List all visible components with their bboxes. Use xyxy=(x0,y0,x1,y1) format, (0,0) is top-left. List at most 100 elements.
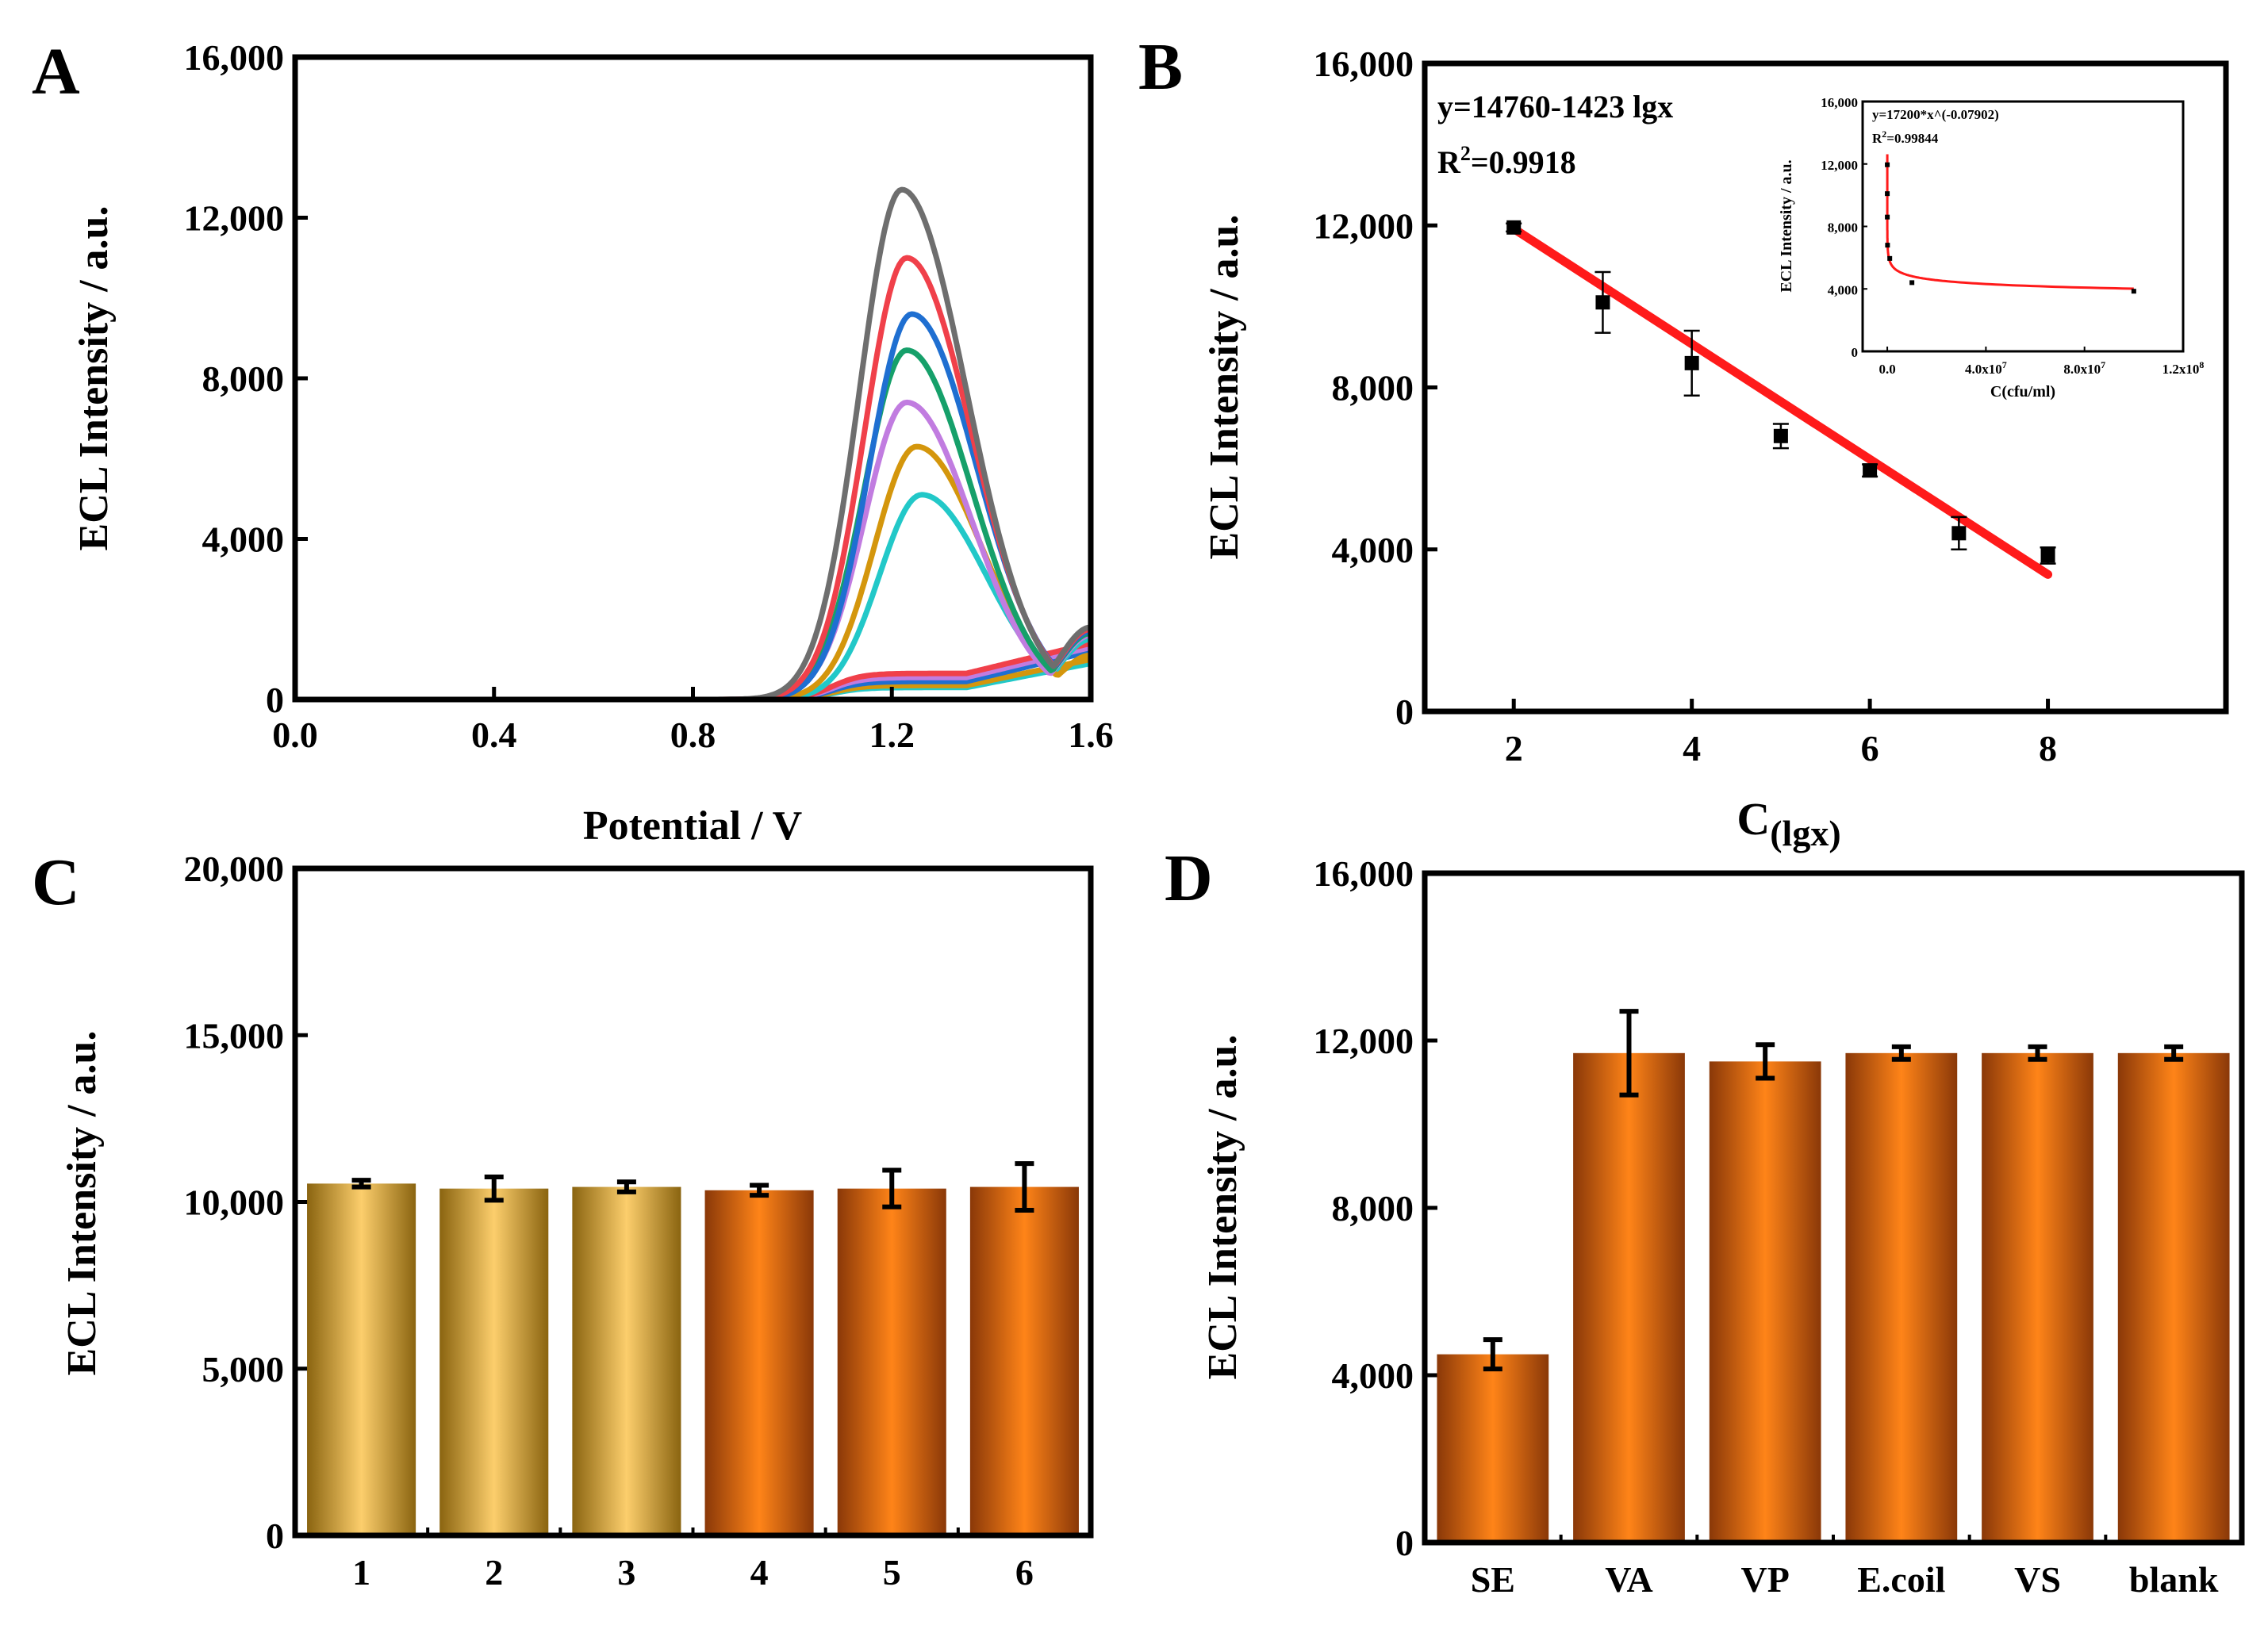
inset-fit-curve xyxy=(1886,154,2134,290)
panel-b-data-point xyxy=(1773,428,1788,443)
panel-b-data-point xyxy=(2040,548,2055,563)
panel-b-x-axis: 2 4 6 8 xyxy=(1505,699,2057,769)
panel-c-y-axis: 0 5,000 10,000 15,000 20,000 xyxy=(184,849,308,1556)
inset-data-point xyxy=(1909,280,1915,286)
panel-c-plot-frame xyxy=(292,865,1094,1539)
panel-b-data-point xyxy=(1863,463,1878,478)
panel-b-y-tick-label: 0 xyxy=(1395,692,1414,732)
panel-a-y-tick-label: 4,000 xyxy=(202,519,285,560)
panel-d-bar xyxy=(1845,1052,1958,1543)
panel-a-plot-frame xyxy=(292,54,1094,703)
panel-a-x-tick-label: 1.6 xyxy=(1068,715,1114,755)
panel-b-data-point xyxy=(1506,220,1522,235)
panel-b: 0 4,000 8,000 12,000 16,000 2 4 6 8 y=14760-142… xyxy=(1202,44,2229,853)
panel-b-y-axis: 0 4,000 8,000 12,000 16,000 xyxy=(1314,44,1437,732)
panel-letter-d: D xyxy=(1165,841,1213,915)
inset-y-tick-label: 16,000 xyxy=(1821,95,1858,110)
panel-d-bar xyxy=(1709,1061,1821,1543)
inset-y-tick-label: 8,000 xyxy=(1828,220,1858,236)
inset-data-point xyxy=(1885,191,1890,197)
panel-d-category-label: VP xyxy=(1741,1559,1790,1600)
inset-equation: y=17200*x^(-0.07902) xyxy=(1872,107,1999,122)
panel-a-y-tick-label: 12,000 xyxy=(184,198,285,239)
panel-b-x-tick-label: 6 xyxy=(1861,728,1879,769)
panel-a-x-tick-label: 0.0 xyxy=(272,715,318,755)
panel-d-y-tick-label: 4,000 xyxy=(1332,1355,1414,1396)
panel-c-category-label: 2 xyxy=(485,1552,503,1593)
panel-c-y-tick-label: 15,000 xyxy=(184,1015,285,1056)
panel-c-y-tick-label: 0 xyxy=(266,1516,284,1556)
panel-b-y-axis-title: ECL Intensity / a.u. xyxy=(1202,215,1247,560)
panel-a-y-axis: 0 4,000 8,000 12,000 16,000 xyxy=(184,37,308,720)
panel-c: 0 5,000 10,000 15,000 20,000 1 2 3 4 5 6 ECL Inte… xyxy=(59,849,1094,1593)
panel-c-y-tick-label: 5,000 xyxy=(202,1349,285,1389)
panel-letter-c: C xyxy=(32,845,80,919)
inset-x-tick-label: 1.2x108 xyxy=(2162,359,2205,377)
panel-a-x-tick-label: 0.4 xyxy=(471,715,517,755)
inset-r-squared: R2=0.99844 xyxy=(1872,128,1939,146)
inset-data-point xyxy=(1885,243,1890,248)
panel-c-bars: 1 2 3 4 5 6 xyxy=(307,1161,1079,1593)
panel-c-category-label: 4 xyxy=(750,1552,769,1593)
inset-data-point xyxy=(2131,289,2136,294)
panel-a-x-tick-label: 1.2 xyxy=(869,715,915,755)
panel-b-x-tick-label: 4 xyxy=(1683,728,1701,769)
panel-a-y-tick-label: 8,000 xyxy=(202,358,285,399)
panel-c-y-tick-label: 20,000 xyxy=(184,849,285,889)
panel-d-y-axis: 0 4,000 8,000 12,000 16,000 xyxy=(1314,853,1437,1563)
panel-c-y-tick-label: 10,000 xyxy=(184,1182,285,1223)
panel-a-curves xyxy=(294,186,1092,703)
inset-data-point xyxy=(1885,162,1890,167)
panel-b-r-squared: R2=0.9918 xyxy=(1437,142,1576,180)
panel-b-data-point xyxy=(1595,295,1610,310)
panel-a-y-tick-label: 0 xyxy=(266,680,284,720)
inset-plot-frame xyxy=(1861,100,2185,353)
panel-d-y-axis-title: ECL Intensity / a.u. xyxy=(1200,1035,1245,1380)
panel-a-curve-3 xyxy=(294,311,1092,703)
inset-y-tick-label: 12,000 xyxy=(1821,158,1858,173)
panel-d-bar xyxy=(1573,1052,1685,1543)
inset-x-tick-label: 8.0x107 xyxy=(2063,359,2105,377)
inset-x-tick-label: 4.0x107 xyxy=(1965,359,2007,377)
panel-c-bar xyxy=(572,1186,681,1535)
panel-b-plot-frame xyxy=(1422,60,2229,715)
panel-d-category-label: SE xyxy=(1471,1559,1515,1600)
inset-x-axis: 0.0 4.0x107 8.0x107 1.2x108 xyxy=(1878,347,2204,377)
panel-d-category-label: blank xyxy=(2129,1559,2219,1600)
panel-b-x-tick-label: 2 xyxy=(1505,728,1523,769)
panel-a-x-axis: 0.0 0.4 0.8 1.2 1.6 xyxy=(272,687,1114,755)
panel-b-y-tick-label: 16,000 xyxy=(1314,44,1414,84)
panel-c-bar xyxy=(837,1188,946,1535)
panel-a-x-tick-label: 0.8 xyxy=(670,715,716,755)
panel-d-bar xyxy=(1437,1354,1549,1543)
inset-y-tick-label: 4,000 xyxy=(1828,282,1858,297)
panel-d-category-label: E.coil xyxy=(1857,1559,1945,1600)
panel-d-plot-frame xyxy=(1422,870,2245,1546)
panel-d-category-label: VA xyxy=(1605,1559,1653,1600)
panel-d-bars: SE VA VP E.coil VS blank xyxy=(1437,1009,2230,1600)
inset-points xyxy=(1885,162,2136,294)
panel-a-y-axis-title: ECL Intensity / a.u. xyxy=(71,206,117,551)
panel-a-x-axis-title: Potential / V xyxy=(583,803,802,849)
panel-b-y-tick-label: 4,000 xyxy=(1332,530,1414,570)
panel-b-equation: y=14760-1423 lgx xyxy=(1437,89,1673,125)
inset-data-point xyxy=(1887,255,1893,261)
panel-d: 0 4,000 8,000 12,000 16,000 SE VA VP E.coil VS bl… xyxy=(1200,853,2245,1600)
inset-y-axis-title: ECL Intensity / a.u. xyxy=(1778,159,1795,292)
panel-c-category-label: 1 xyxy=(352,1552,370,1593)
inset-y-tick-label: 0 xyxy=(1852,345,1859,360)
panel-c-category-label: 5 xyxy=(883,1552,901,1593)
panel-c-category-label: 3 xyxy=(617,1552,635,1593)
panel-d-y-tick-label: 16,000 xyxy=(1314,853,1414,894)
inset-x-axis-title: C(cfu/ml) xyxy=(1990,383,2055,401)
panel-c-bar xyxy=(969,1186,1079,1535)
panel-b-y-tick-label: 12,000 xyxy=(1314,205,1414,246)
panel-c-category-label: 6 xyxy=(1015,1552,1034,1593)
panel-d-y-tick-label: 8,000 xyxy=(1332,1188,1414,1228)
panel-d-category-label: VS xyxy=(2014,1559,2061,1600)
inset-y-axis: 0 4,000 8,000 12,000 16,000 xyxy=(1821,95,1867,360)
panel-d-y-tick-label: 12,000 xyxy=(1314,1021,1414,1061)
panel-d-bar xyxy=(1982,1052,2093,1543)
